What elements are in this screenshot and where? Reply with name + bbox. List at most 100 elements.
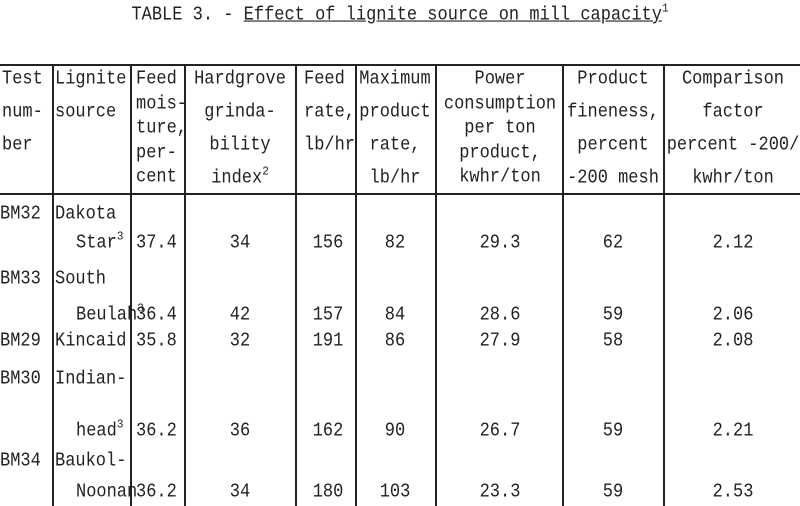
header-cell: per- [136, 142, 177, 164]
value-cell: 23.3 [479, 481, 521, 504]
value-cell: 103 [379, 481, 411, 504]
footnote-ref: 2 [262, 165, 269, 179]
lignite-source: Kincaid [55, 330, 127, 353]
lignite-source: Indian- [55, 368, 127, 391]
value-cell: 156 [312, 232, 344, 255]
value-cell: 34 [229, 232, 251, 255]
test-number: BM30 [0, 368, 41, 391]
header-cell: Test [2, 68, 43, 91]
lignite-source: Beulah3 [76, 302, 144, 327]
lignite-source: Star3 [76, 230, 124, 255]
test-number: BM34 [0, 450, 41, 473]
header-cell: fineness, [567, 101, 659, 124]
value-cell: 37.4 [136, 232, 177, 255]
header-cell: Feed [304, 68, 345, 91]
title-text: Effect of lignite source on mill capacit… [243, 4, 662, 27]
header-cell: lb/hr [369, 167, 421, 190]
footnote-ref: 3 [116, 418, 124, 432]
column-rule [52, 64, 54, 506]
value-cell: 162 [312, 420, 344, 443]
rule [0, 64, 800, 66]
header-cell: Maximum [359, 68, 431, 91]
value-cell: 2.08 [712, 330, 754, 353]
value-cell: 36.2 [136, 420, 177, 443]
value-cell: 2.21 [712, 420, 754, 443]
header-cell: grinda- [204, 101, 276, 124]
lignite-source: Baukol- [55, 450, 127, 473]
value-cell: 42 [229, 304, 251, 327]
value-cell: 27.9 [479, 330, 521, 353]
header-cell: -200 mesh [567, 167, 659, 190]
value-cell: 36.4 [136, 304, 177, 327]
value-cell: 36.2 [136, 481, 177, 504]
header-cell: product, [459, 142, 541, 164]
header-cell: Lignite [55, 68, 127, 91]
column-rule [562, 64, 564, 506]
title-label: TABLE 3. - [131, 4, 234, 27]
value-cell: 90 [384, 420, 406, 443]
header-cell: kwhr/ton [692, 167, 774, 190]
test-number: BM29 [0, 330, 41, 353]
header-cell: bility [209, 134, 271, 157]
header-cell: Feed [136, 68, 177, 91]
header-cell: Product [577, 68, 649, 91]
value-cell: 2.06 [712, 304, 754, 327]
value-cell: 34 [229, 481, 251, 504]
value-cell: 82 [384, 232, 406, 255]
value-cell: 157 [312, 304, 344, 327]
value-cell: 62 [602, 232, 624, 255]
test-number: BM33 [0, 268, 41, 291]
value-cell: 191 [312, 330, 344, 353]
column-rule [184, 64, 186, 506]
column-rule [295, 64, 297, 506]
header-cell: source [55, 101, 117, 124]
header-cell: index2 [211, 165, 269, 190]
header-cell: mois- [136, 93, 188, 115]
value-cell: 2.53 [712, 481, 754, 504]
lignite-source: South [55, 268, 107, 291]
value-cell: 26.7 [479, 420, 521, 443]
header-cell: product [359, 101, 431, 124]
header-cell: percent [577, 134, 649, 157]
header-cell: ber [2, 134, 33, 157]
lignite-source: Dakota [55, 203, 117, 226]
column-rule [435, 64, 437, 506]
column-rule [130, 64, 132, 506]
value-cell: 29.3 [479, 232, 521, 255]
table-title: TABLE 3. - Effect of lignite source on m… [131, 2, 669, 27]
footnote-ref: 3 [137, 302, 144, 316]
test-number: BM32 [0, 203, 41, 226]
header-cell: cent [136, 166, 177, 189]
footnote-ref: 3 [116, 230, 124, 244]
header-cell: percent -200/ [666, 134, 800, 157]
header-cell: rate, [369, 134, 421, 157]
header-cell: consumption [443, 93, 557, 115]
header-cell: lb/hr [304, 134, 356, 157]
column-rule [663, 64, 665, 506]
header-cell: per ton [464, 117, 536, 140]
value-cell: 28.6 [479, 304, 521, 327]
header-cell: Hardgrove [194, 68, 286, 91]
header-cell: num- [2, 101, 43, 124]
value-cell: 2.12 [712, 232, 754, 255]
value-cell: 59 [602, 481, 624, 504]
value-cell: 180 [312, 481, 344, 504]
header-cell: Comparison [681, 68, 785, 91]
header-cell: rate, [304, 101, 356, 124]
header-cell: ture, [136, 117, 188, 140]
title-note: 1 [661, 2, 669, 16]
lignite-source: head3 [76, 418, 124, 443]
value-cell: 32 [229, 330, 251, 353]
value-cell: 86 [384, 330, 406, 353]
value-cell: 35.8 [136, 330, 177, 353]
header-cell: kwhr/ton [459, 166, 541, 189]
value-cell: 59 [602, 304, 624, 327]
value-cell: 58 [602, 330, 624, 353]
value-cell: 59 [602, 420, 624, 443]
value-cell: 36 [229, 420, 251, 443]
header-cell: factor [702, 101, 764, 124]
value-cell: 84 [384, 304, 406, 327]
rule [0, 193, 800, 195]
header-cell: Power [474, 68, 526, 91]
